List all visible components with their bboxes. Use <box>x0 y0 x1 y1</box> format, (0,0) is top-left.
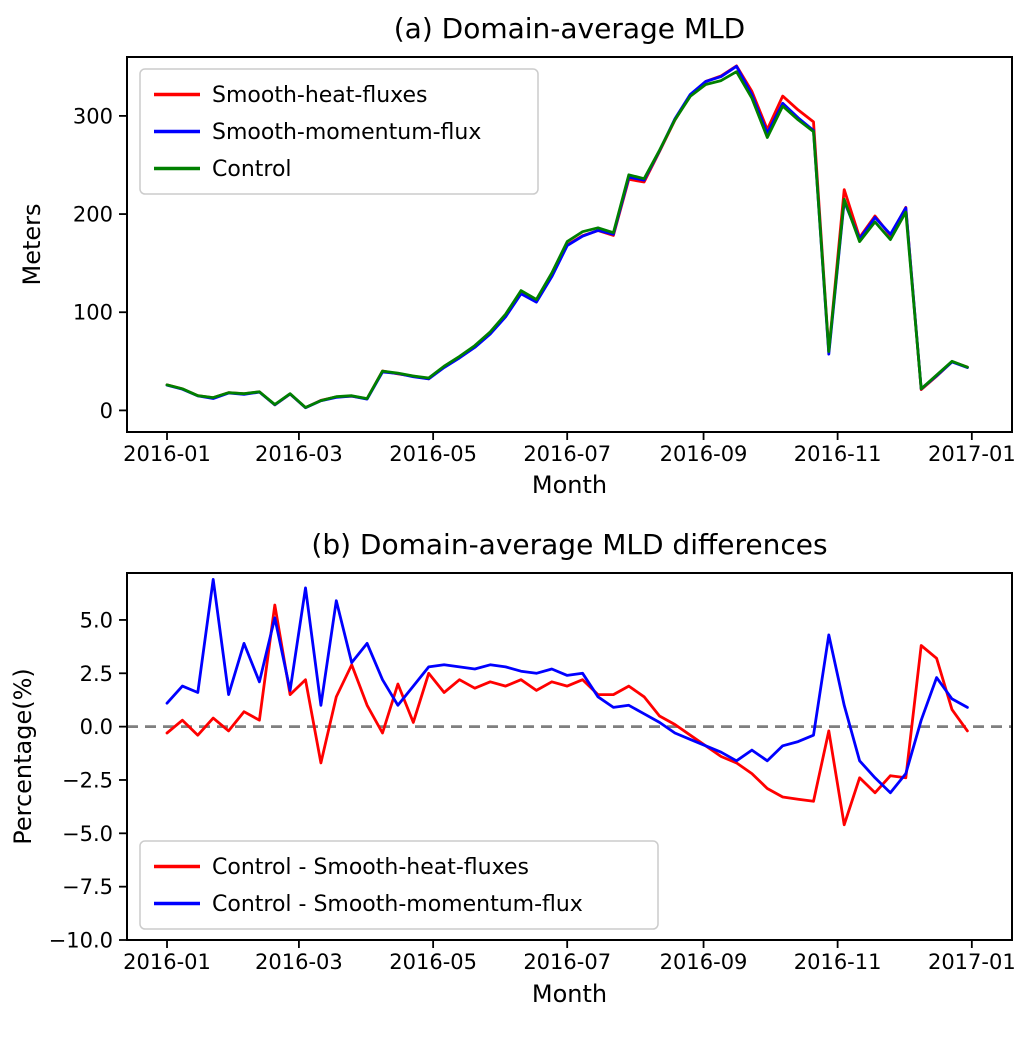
y-axis-label: Percentage(%) <box>9 668 37 845</box>
legend-label: Control - Smooth-heat-fluxes <box>212 855 529 880</box>
plot-border <box>126 572 1013 941</box>
legend-box <box>139 68 539 195</box>
y-tick-label: 100 <box>73 301 113 325</box>
panel-b: 2016-01 2016-03 2016-05 2016-07 2016-09 2016-… <box>9 528 1016 1008</box>
y-tick-label: 0 <box>100 399 113 423</box>
x-tick-label: 2016-03 <box>255 442 343 466</box>
y-tick-label: −10.0 <box>49 929 113 953</box>
legend-label: Smooth-heat-fluxes <box>212 83 428 108</box>
y-axis-label: Meters <box>18 203 46 285</box>
x-tick-label: 2016-01 <box>123 442 211 466</box>
legend-label: Control - Smooth-momentum-flux <box>212 892 583 917</box>
x-tick-label: 2016-07 <box>523 442 611 466</box>
x-tick-label: 2016-09 <box>660 442 748 466</box>
y-tick-label: −2.5 <box>62 768 113 792</box>
legend-label: Smooth-momentum-flux <box>212 120 481 145</box>
x-tick-label: 2016-01 <box>123 950 211 974</box>
panel-title: (b) Domain-average MLD differences <box>311 528 827 561</box>
x-tick-label: 2016-11 <box>794 442 882 466</box>
series-line-control-smooth-momentum-flux <box>165 578 969 795</box>
y-tick-label: 0.0 <box>80 715 113 739</box>
y-tick-label: 300 <box>73 104 113 128</box>
x-tick-label: 2016-03 <box>255 950 343 974</box>
series-line-control-smooth-heat-fluxes <box>165 603 969 827</box>
legend-label: Control <box>212 157 292 182</box>
x-tick-label: 2017-01 <box>928 442 1016 466</box>
y-tick-label: −5.0 <box>62 822 113 846</box>
y-tick-label: 200 <box>73 203 113 227</box>
plot-border <box>126 56 1013 433</box>
x-tick-label: 2016-05 <box>389 442 477 466</box>
x-axis-label: Month <box>532 471 607 499</box>
x-axis-label: Month <box>532 980 607 1008</box>
y-tick-label: 2.5 <box>80 662 113 686</box>
x-tick-label: 2016-07 <box>523 950 611 974</box>
panel-a: 2016-01 2016-03 2016-05 2016-07 2016-09 2016-… <box>18 12 1016 499</box>
y-tick-label: 5.0 <box>80 608 113 632</box>
x-tick-label: 2016-09 <box>660 950 748 974</box>
series-line-control <box>165 70 969 409</box>
panel-title: (a) Domain-average MLD <box>394 12 746 45</box>
y-tick-label: −7.5 <box>62 875 113 899</box>
x-tick-label: 2017-01 <box>928 950 1016 974</box>
legend-box <box>139 840 659 930</box>
x-tick-label: 2016-11 <box>794 950 882 974</box>
x-tick-label: 2016-05 <box>389 950 477 974</box>
